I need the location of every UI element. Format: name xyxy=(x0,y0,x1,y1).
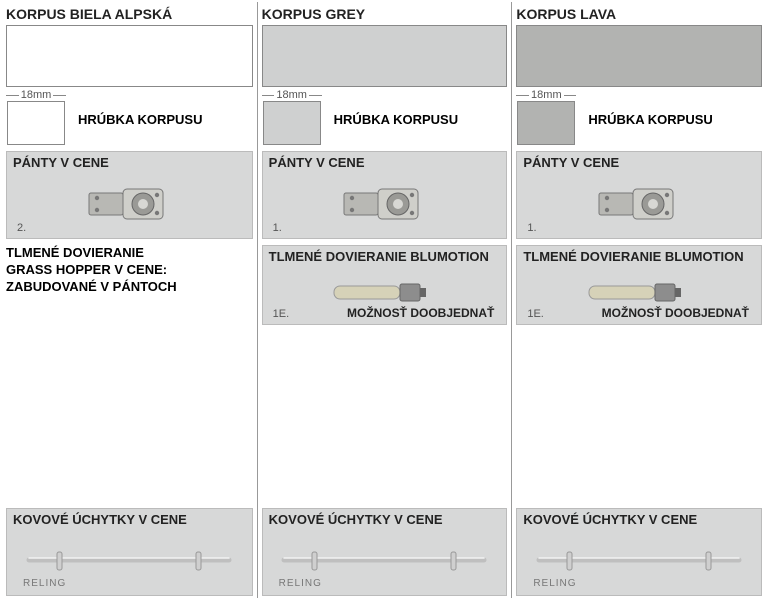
handle-illustration: RELING xyxy=(269,527,501,593)
thickness-dimension: 18mm xyxy=(274,89,309,101)
damper-number: 1E. xyxy=(527,308,544,320)
hinge-illustration: 1. xyxy=(269,170,501,236)
korpus-title: KORPUS BIELA ALPSKÁ xyxy=(6,6,253,22)
korpus-title: KORPUS GREY xyxy=(262,6,508,22)
handle-icon xyxy=(534,548,744,572)
spacer xyxy=(6,296,253,502)
hinges-title: PÁNTY V CENE xyxy=(269,155,501,170)
damper-subtext: MOŽNOSŤ DOOBJEDNAŤ xyxy=(602,306,749,320)
column-2: KORPUS LAVA 18mm HRÚBKA KORPUSU PÁNTY V CEN… xyxy=(511,2,766,598)
damper-title: TLMENÉ DOVIERANIE BLUMOTION xyxy=(523,249,755,264)
builtin-line: ZABUDOVANÉ V PÁNTOCH xyxy=(6,279,253,296)
damper-number: 1E. xyxy=(273,308,290,320)
hinge-icon xyxy=(579,181,699,225)
thickness-swatch xyxy=(517,101,575,145)
handle-type-label: RELING xyxy=(533,578,576,589)
hinge-icon xyxy=(324,181,444,225)
hinges-panel: PÁNTY V CENE 2. xyxy=(6,151,253,239)
handle-icon xyxy=(24,548,234,572)
thickness-row: 18mm HRÚBKA KORPUSU xyxy=(262,89,508,145)
handles-title: KOVOVÉ ÚCHYTKY V CENE xyxy=(13,512,246,527)
damper-title: TLMENÉ DOVIERANIE BLUMOTION xyxy=(269,249,501,264)
handles-panel: KOVOVÉ ÚCHYTKY V CENE RELING xyxy=(516,508,762,596)
hinges-panel: PÁNTY V CENE 1. xyxy=(262,151,508,239)
column-0: KORPUS BIELA ALPSKÁ 18mm HRÚBKA KORPUSU PÁN… xyxy=(2,2,257,598)
handle-illustration: RELING xyxy=(13,527,246,593)
handles-panel: KOVOVÉ ÚCHYTKY V CENE RELING xyxy=(6,508,253,596)
handle-type-label: RELING xyxy=(23,578,66,589)
builtin-line: TLMENÉ DOVIERANIE xyxy=(6,245,253,262)
hinges-title: PÁNTY V CENE xyxy=(523,155,755,170)
hinge-illustration: 1. xyxy=(523,170,755,236)
handle-illustration: RELING xyxy=(523,527,755,593)
damper-builtin-text: TLMENÉ DOVIERANIEGRASS HOPPER V CENE:ZAB… xyxy=(6,245,253,296)
spacer xyxy=(262,325,508,502)
damper-illustration: 1E. MOŽNOSŤ DOOBJEDNAŤ xyxy=(523,264,755,322)
hinge-illustration: 2. xyxy=(13,170,246,236)
thickness-label: HRÚBKA KORPUSU xyxy=(78,112,202,145)
damper-icon xyxy=(324,280,444,306)
handle-type-label: RELING xyxy=(279,578,322,589)
spacer xyxy=(516,325,762,502)
damper-panel: TLMENÉ DOVIERANIE BLUMOTION 1E. MOŽNOSŤ DO… xyxy=(262,245,508,325)
hinge-number: 1. xyxy=(273,222,282,234)
handles-title: KOVOVÉ ÚCHYTKY V CENE xyxy=(523,512,755,527)
thickness-row: 18mm HRÚBKA KORPUSU xyxy=(516,89,762,145)
korpus-title: KORPUS LAVA xyxy=(516,6,762,22)
handles-panel: KOVOVÉ ÚCHYTKY V CENE RELING xyxy=(262,508,508,596)
damper-panel: TLMENÉ DOVIERANIE BLUMOTION 1E. MOŽNOSŤ DO… xyxy=(516,245,762,325)
thickness-row: 18mm HRÚBKA KORPUSU xyxy=(6,89,253,145)
damper-illustration: 1E. MOŽNOSŤ DOOBJEDNAŤ xyxy=(269,264,501,322)
damper-subtext: MOŽNOSŤ DOOBJEDNAŤ xyxy=(347,306,494,320)
thickness-dimension: 18mm xyxy=(529,89,564,101)
hinges-title: PÁNTY V CENE xyxy=(13,155,246,170)
damper-icon xyxy=(579,280,699,306)
thickness-label: HRÚBKA KORPUSU xyxy=(334,112,458,145)
column-1: KORPUS GREY 18mm HRÚBKA KORPUSU PÁNTY V CEN… xyxy=(257,2,512,598)
korpus-swatch xyxy=(6,25,253,87)
builtin-line: GRASS HOPPER V CENE: xyxy=(6,262,253,279)
handle-icon xyxy=(279,548,489,572)
handles-title: KOVOVÉ ÚCHYTKY V CENE xyxy=(269,512,501,527)
hinge-icon xyxy=(69,181,189,225)
hinge-number: 2. xyxy=(17,222,26,234)
thickness-swatch xyxy=(263,101,321,145)
thickness-dimension: 18mm xyxy=(19,89,54,101)
hinge-number: 1. xyxy=(527,222,536,234)
korpus-swatch xyxy=(262,25,508,87)
hinges-panel: PÁNTY V CENE 1. xyxy=(516,151,762,239)
thickness-swatch xyxy=(7,101,65,145)
korpus-swatch xyxy=(516,25,762,87)
thickness-label: HRÚBKA KORPUSU xyxy=(588,112,712,145)
